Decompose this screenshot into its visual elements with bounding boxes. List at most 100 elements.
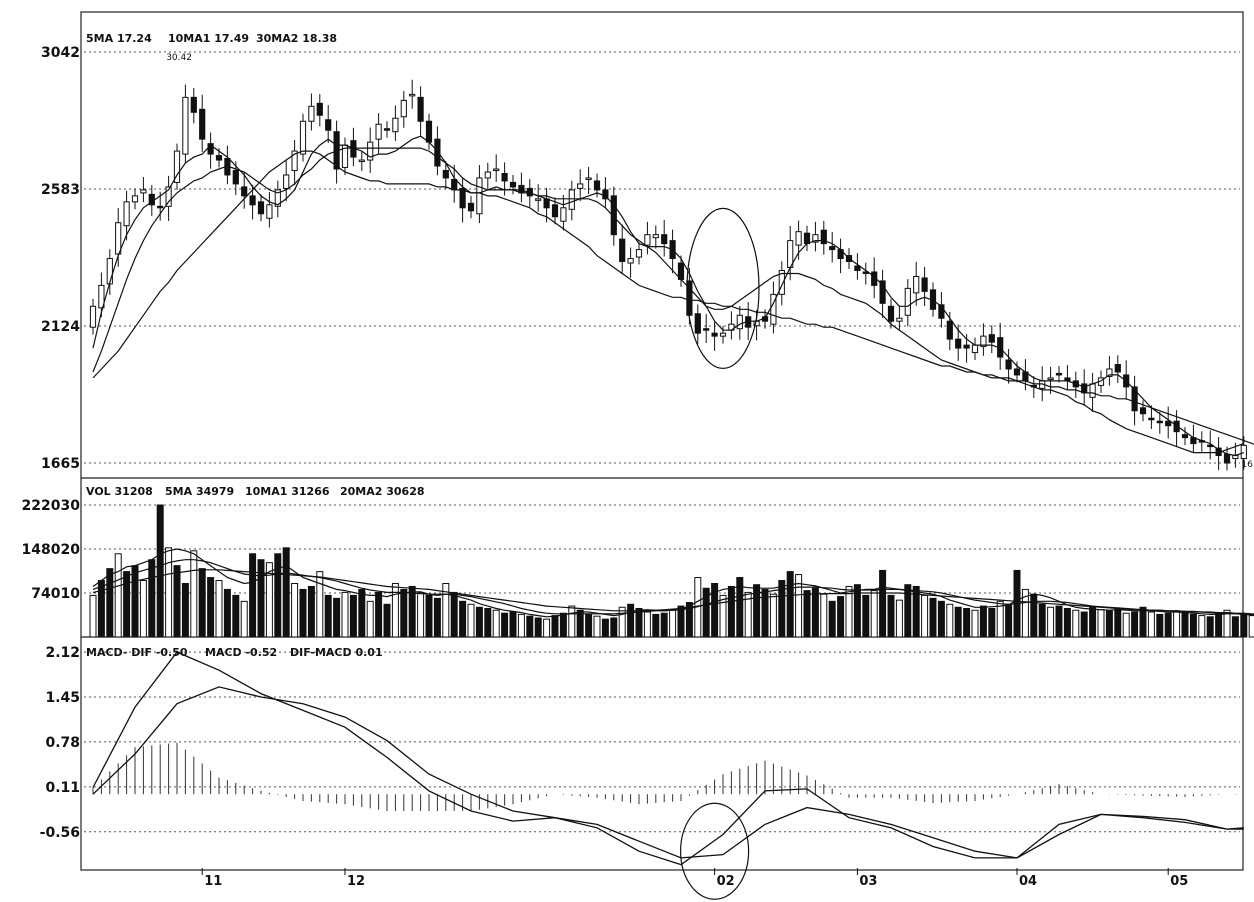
volume-bar (1206, 616, 1214, 638)
macd-tick-label: 1.45 (45, 690, 80, 706)
x-axis-tick-label: 05 (1170, 874, 1188, 889)
price-candle-body (173, 150, 181, 183)
volume-bar (769, 593, 777, 638)
volume-bar (652, 613, 660, 638)
volume-bar (274, 553, 282, 638)
volume-bar (1173, 610, 1181, 638)
price-candle-body (232, 169, 239, 185)
price-candle-body (451, 178, 458, 191)
volume-ma-line-20ma2 (92, 569, 1254, 615)
price-candle-body (417, 96, 424, 122)
volume-bar (400, 588, 408, 638)
volume-bar (1063, 607, 1071, 638)
volume-bar (383, 603, 391, 638)
volume-bar (921, 594, 929, 638)
price-candle-body (963, 344, 970, 349)
price-candle-body (157, 205, 164, 209)
volume-bar (895, 599, 903, 638)
volume-bar (786, 571, 794, 638)
price-candle-body (207, 143, 214, 155)
price-candle-body (938, 304, 945, 319)
volume-bar (249, 553, 257, 638)
volume-bar (257, 559, 265, 638)
volume-bar (685, 602, 693, 638)
volume-bar (1189, 613, 1197, 638)
price-candle-body (467, 202, 475, 212)
macd-tick-label: 0.78 (45, 735, 80, 751)
volume-bar (534, 617, 542, 638)
volume-bar (677, 605, 685, 638)
price-highlight-ellipse (686, 207, 760, 369)
volume-bar (165, 547, 173, 638)
volume-bar (156, 504, 164, 638)
volume-bar (1038, 603, 1046, 638)
volume-bar (828, 600, 836, 638)
volume-bar (1198, 615, 1206, 638)
volume-bar (517, 613, 525, 638)
price-candle-body (1148, 417, 1155, 421)
price-candle-body (879, 280, 886, 304)
macd-header-difmacd: DIF-MACD 0.01 (290, 646, 383, 659)
price-candle-body (829, 246, 836, 251)
volume-bar (484, 607, 492, 638)
price-candle-body (736, 314, 743, 330)
price-candle-body (980, 335, 987, 348)
price-candle-body (1223, 453, 1231, 464)
chart-frame (80, 11, 1244, 871)
price-candle-body (383, 128, 391, 131)
volume-bar (601, 618, 609, 638)
x-axis-tick-label: 11 (204, 874, 222, 889)
price-candle-body (484, 171, 491, 179)
price-candle-body (535, 198, 542, 201)
x-axis-tick-label: 12 (347, 874, 365, 889)
macd-panel: MACD- DIF -0.50 MACD -0.52 DIF-MACD 0.01… (40, 645, 1244, 900)
volume-bar (316, 571, 324, 638)
price-header-10ma: 10MA1 17.49 (168, 32, 249, 45)
price-candle-body (904, 287, 911, 316)
volume-bar (408, 585, 416, 638)
volume-bar (349, 594, 357, 638)
price-candle-body (560, 207, 567, 222)
volume-bar (778, 580, 786, 638)
price-candle-body (1181, 434, 1189, 439)
volume-bar (89, 594, 97, 638)
volume-bar (123, 571, 131, 638)
price-candle-body (619, 238, 626, 263)
volume-bar (996, 600, 1004, 638)
price-candle-body (854, 265, 861, 271)
price-candle-body (283, 174, 290, 189)
price-ma-line-30ma2 (92, 150, 1254, 445)
volume-bar (324, 594, 332, 638)
volume-ma-line-10ma1 (92, 559, 1254, 616)
volume-bar (1080, 611, 1088, 638)
volume-bar (1240, 613, 1248, 638)
price-candle-body (1106, 368, 1113, 377)
volume-bar (669, 609, 677, 638)
x-axis-tick-label: 04 (1019, 874, 1037, 889)
volume-bar (971, 609, 979, 638)
price-candle-body (425, 120, 433, 143)
price-candle-body (887, 305, 895, 322)
price-candle-body (820, 229, 827, 245)
volume-bar (106, 568, 114, 638)
price-candle-body (627, 258, 634, 264)
volume-bar (727, 585, 735, 638)
volume-bar (1047, 606, 1055, 638)
price-candle-body (694, 313, 701, 334)
volume-bar (870, 590, 878, 638)
volume-bar (97, 580, 105, 638)
price-candle-body (190, 96, 197, 113)
price-candle-body (1055, 372, 1063, 376)
volume-bar (526, 615, 534, 638)
price-candle-body (459, 187, 466, 209)
volume-panel: VOL 31208 5MA 34979 10MA1 31266 20MA2 30… (22, 485, 1254, 638)
macd-line-dif (92, 651, 1244, 866)
volume-bar (232, 594, 240, 638)
price-candle-body (1165, 420, 1172, 427)
price-tick-label: 1665 (41, 456, 80, 472)
price-candle-body (610, 195, 617, 236)
price-candle-body (543, 198, 550, 209)
price-candle-body (1156, 420, 1163, 424)
price-candle-body (501, 172, 508, 182)
